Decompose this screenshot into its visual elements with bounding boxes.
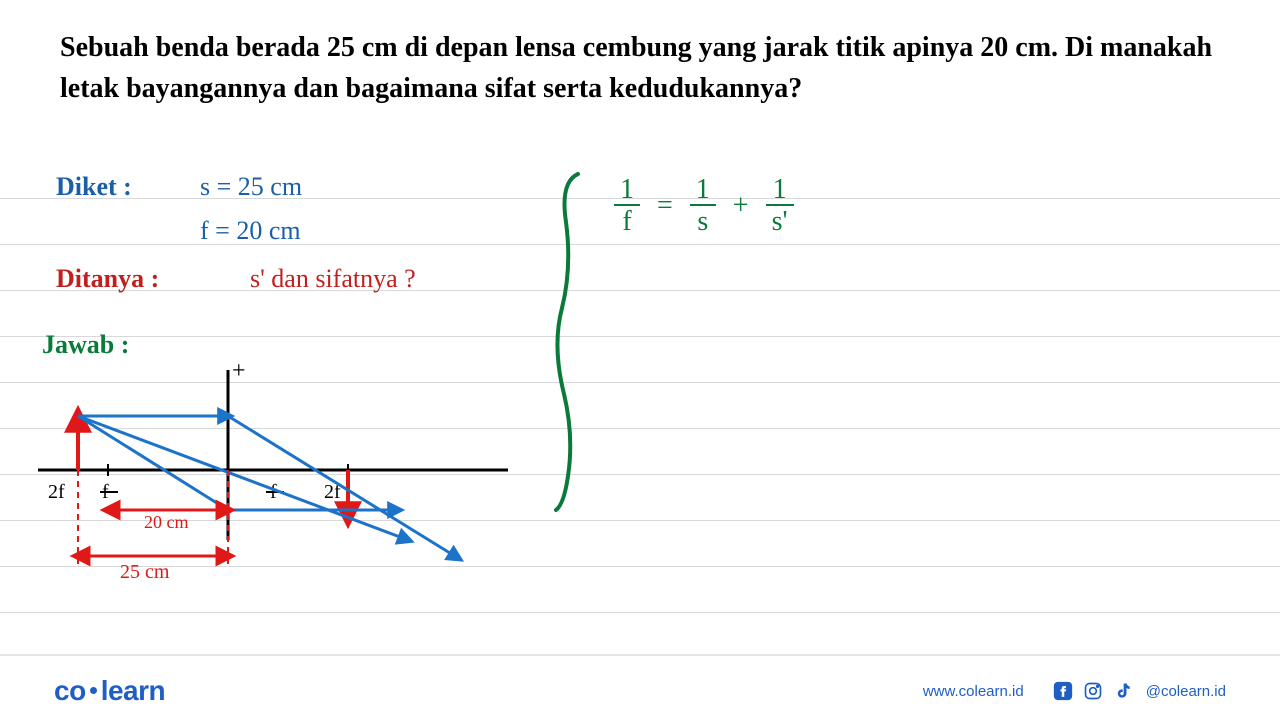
ditanya-value: s' dan sifatnya ? <box>250 264 416 294</box>
brand-dot-icon <box>90 687 97 694</box>
problem-statement: Sebuah benda berada 25 cm di depan lensa… <box>60 28 1220 109</box>
frac-1-over-s: 1 s <box>690 176 716 236</box>
den: f <box>614 206 640 236</box>
den: s <box>690 206 716 236</box>
num: 1 <box>766 176 794 206</box>
instagram-icon <box>1082 680 1104 702</box>
footer-divider <box>0 654 1280 656</box>
svg-text:+: + <box>232 360 246 384</box>
website-url: www.colearn.id <box>923 683 1024 700</box>
frac-1-over-sprime: 1 s' <box>766 176 794 236</box>
svg-text:25 cm: 25 cm <box>120 561 170 583</box>
den: s' <box>766 206 794 236</box>
diket-label: Diket : <box>56 172 132 202</box>
frac-1-over-f: 1 f <box>614 176 640 236</box>
brand-co: co <box>54 675 86 706</box>
facebook-icon <box>1052 680 1074 702</box>
num: 1 <box>690 176 716 206</box>
social-handle: @colearn.id <box>1146 683 1226 700</box>
footer: colearn www.colearn.id @colearn.id <box>0 662 1280 720</box>
formula-brace <box>550 168 590 518</box>
svg-text:20 cm: 20 cm <box>144 512 189 532</box>
brand-learn: learn <box>101 675 165 706</box>
social-block: @colearn.id <box>1052 680 1226 702</box>
num: 1 <box>614 176 640 206</box>
lens-formula: 1 f = 1 s + 1 s' <box>608 176 800 236</box>
plus: + <box>733 190 749 221</box>
tiktok-icon <box>1112 680 1134 702</box>
diket-s-value: s = 25 cm <box>200 172 302 202</box>
svg-text:2f: 2f <box>48 481 65 503</box>
ray-diagram: +2fff2f20 cm25 cm <box>18 360 518 610</box>
diket-f-value: f = 20 cm <box>200 216 301 246</box>
ditanya-label: Ditanya : <box>56 264 159 294</box>
jawab-label: Jawab : <box>42 330 129 360</box>
page: Sebuah benda berada 25 cm di depan lensa… <box>0 0 1280 720</box>
brand-logo: colearn <box>54 675 165 707</box>
equals: = <box>657 190 673 221</box>
